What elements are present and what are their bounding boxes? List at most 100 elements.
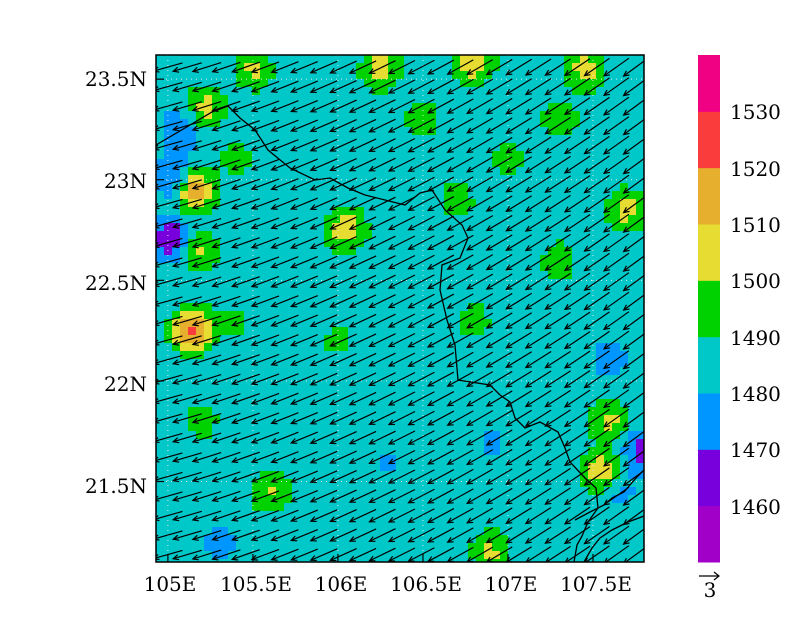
field-cell xyxy=(484,335,493,344)
field-cell xyxy=(236,199,245,208)
field-cell xyxy=(468,231,477,240)
field-cell xyxy=(484,55,493,64)
field-cell xyxy=(316,191,325,200)
field-cell xyxy=(364,503,373,512)
field-cell xyxy=(548,375,557,384)
field-cell xyxy=(236,391,245,400)
field-cell xyxy=(284,87,293,96)
wind-arrow xyxy=(524,448,552,466)
wind-arrow xyxy=(211,510,241,522)
field-cell xyxy=(220,111,229,120)
field-cell xyxy=(452,231,461,240)
field-cell xyxy=(588,447,597,456)
field-cell xyxy=(180,223,189,232)
field-cell xyxy=(356,447,365,456)
field-cell xyxy=(596,79,605,88)
field-cell xyxy=(388,519,397,528)
field-cell xyxy=(340,303,349,312)
field-cell xyxy=(636,135,644,144)
field-cell xyxy=(340,295,349,304)
field-cell xyxy=(276,431,285,440)
field-cell xyxy=(236,111,245,120)
field-cell xyxy=(244,271,253,280)
field-cell xyxy=(204,167,213,176)
wind-arrow xyxy=(250,119,280,132)
field-cell xyxy=(508,479,517,488)
wind-arrow xyxy=(230,120,260,132)
field-cell xyxy=(596,263,605,272)
field-cell xyxy=(364,487,373,496)
field-cell xyxy=(444,231,453,240)
field-cell xyxy=(276,367,285,376)
field-cell xyxy=(492,255,501,264)
wind-arrow xyxy=(191,490,222,502)
field-cell xyxy=(508,247,517,256)
field-cell xyxy=(204,375,213,384)
field-cell xyxy=(556,551,565,560)
field-cell xyxy=(292,71,301,80)
field-cell xyxy=(564,327,573,336)
wind-arrow xyxy=(426,313,455,329)
field-cell xyxy=(428,287,437,296)
field-cell xyxy=(404,159,413,168)
field-cell xyxy=(604,255,613,264)
field-cell xyxy=(580,263,589,272)
field-cell xyxy=(452,335,461,344)
field-cell xyxy=(540,359,549,368)
field-cell xyxy=(556,319,565,328)
field-cell xyxy=(412,263,421,272)
field-cell xyxy=(508,463,517,472)
field-cell xyxy=(268,343,277,352)
field-cell xyxy=(404,375,413,384)
field-cell xyxy=(404,415,413,424)
field-cell xyxy=(284,71,293,80)
field-cell xyxy=(180,479,189,488)
field-cell xyxy=(284,183,293,192)
field-cell xyxy=(612,271,621,280)
field-cell xyxy=(500,479,509,488)
field-cell xyxy=(492,471,501,480)
field-cell xyxy=(404,239,413,248)
field-cell xyxy=(500,551,509,560)
field-cell xyxy=(236,127,245,136)
field-cell xyxy=(436,79,445,88)
field-cell xyxy=(612,71,621,80)
field-cell xyxy=(596,63,605,72)
field-cell xyxy=(572,55,581,64)
field-cell xyxy=(180,335,189,344)
field-cell xyxy=(348,143,357,152)
field-cell xyxy=(220,543,229,552)
field-cell xyxy=(300,463,309,472)
field-cell xyxy=(364,231,373,240)
field-cell xyxy=(452,463,461,472)
field-cell xyxy=(452,447,461,456)
field-cell xyxy=(316,311,325,320)
field-cell xyxy=(564,311,573,320)
field-cell xyxy=(628,95,637,104)
wind-arrow xyxy=(505,468,532,485)
field-cell xyxy=(628,367,637,376)
field-cell xyxy=(588,335,597,344)
field-cell xyxy=(292,231,301,240)
field-cell xyxy=(292,87,301,96)
field-cell xyxy=(348,135,357,144)
x-tick-label: 105.5E xyxy=(220,572,292,596)
field-cell xyxy=(436,399,445,408)
wind-arrow xyxy=(446,195,474,212)
field-cell xyxy=(484,463,493,472)
wind-arrow xyxy=(270,61,299,74)
wind-arrow xyxy=(485,175,513,193)
field-cell xyxy=(388,295,397,304)
field-cell xyxy=(580,455,589,464)
field-cell xyxy=(292,247,301,256)
field-cell xyxy=(572,351,581,360)
field-cell xyxy=(516,551,525,560)
field-cell xyxy=(332,543,341,552)
field-cell xyxy=(380,447,389,456)
field-cell xyxy=(420,375,429,384)
field-cell xyxy=(204,455,213,464)
field-cell xyxy=(196,447,205,456)
field-cell xyxy=(628,271,637,280)
field-cell xyxy=(428,367,437,376)
field-cell xyxy=(300,287,309,296)
